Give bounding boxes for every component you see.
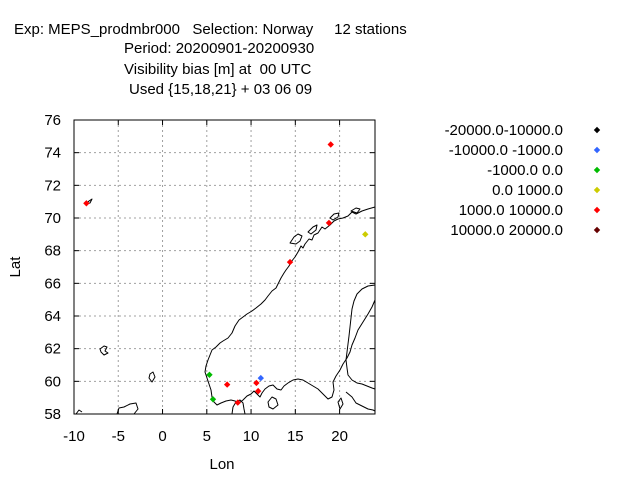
- data-point: [234, 399, 241, 406]
- data-point: [253, 379, 260, 387]
- x-tick-label: 5: [203, 428, 211, 445]
- coastline-map: [75, 198, 376, 415]
- y-tick-label: 64: [44, 308, 61, 325]
- y-tick-label: 72: [44, 177, 61, 194]
- x-tick-label: 15: [287, 428, 304, 445]
- chart-header-line-1: Exp: MEPS_prodmbr000 Selection: Norway 1…: [14, 21, 407, 38]
- legend-label: -20000.0-10000.0: [445, 122, 563, 139]
- scotland-west-coast: [75, 409, 83, 415]
- y-tick-label: 62: [44, 341, 61, 358]
- chart-header-line-2: Period: 20200901-20200930: [124, 40, 315, 57]
- legend-marker: [593, 226, 601, 234]
- data-point: [325, 219, 333, 227]
- chart-header-line-4: Used {15,18,21} + 03 06 09: [129, 81, 313, 98]
- legend-marker: [593, 186, 601, 194]
- senja-island: [307, 224, 318, 235]
- north-cape-islands: [350, 207, 361, 214]
- x-axis-label: Lon: [209, 456, 234, 473]
- baltic-coastline: [345, 284, 376, 390]
- data-points: [83, 141, 369, 406]
- y-tick-label: 76: [44, 112, 61, 129]
- y-tick-label: 58: [44, 406, 61, 423]
- plot-frame: [73, 119, 376, 415]
- data-point: [209, 396, 217, 403]
- danish-islands: [267, 396, 279, 410]
- denmark-coastline: [231, 399, 246, 415]
- legend-marker: [593, 146, 601, 154]
- data-point: [257, 374, 264, 382]
- legend-marker: [593, 206, 601, 214]
- legend: -20000.0-10000.0 -10000.0 -1000.0 -1000.0 …: [445, 122, 601, 239]
- legend-label: -10000.0 -1000.0: [449, 142, 563, 159]
- data-point: [206, 371, 213, 378]
- legend-label: -1000.0 0.0: [487, 162, 563, 179]
- x-tick-label: -5: [112, 428, 125, 445]
- y-axis-label: Lat: [7, 256, 24, 278]
- legend-label: 0.0 1000.0: [492, 182, 563, 199]
- legend-marker: [593, 166, 601, 174]
- gotland-island: [337, 397, 344, 410]
- data-point: [362, 231, 369, 238]
- grid-lines: [74, 120, 375, 414]
- x-tick-label: -10: [63, 428, 85, 445]
- y-tick-label: 74: [44, 145, 61, 162]
- axes: -10 -5 0 5 10 15 20 58 60 62 64 66 68 70 72 74 76: [44, 112, 375, 445]
- data-point: [254, 387, 262, 395]
- legend-label: 1000.0 10000.0: [459, 202, 563, 219]
- data-point: [327, 141, 334, 148]
- data-point: [83, 200, 90, 207]
- x-tick-label: 0: [158, 428, 166, 445]
- faroe-islands: [99, 345, 109, 356]
- y-tick-label: 60: [44, 373, 61, 390]
- lofoten-islands: [289, 233, 303, 245]
- baltic-south-coastline: [345, 391, 376, 412]
- shetland-islands: [148, 371, 156, 383]
- scandinavia-coastline: [204, 206, 376, 406]
- y-tick-label: 66: [44, 275, 61, 292]
- legend-marker: [593, 126, 601, 134]
- legend-label: 10000.0 20000.0: [450, 222, 563, 239]
- data-point: [286, 258, 294, 266]
- scotland-north-coast: [116, 402, 139, 415]
- x-tick-label: 10: [243, 428, 260, 445]
- chart-header-line-3: Visibility bias [m] at 00 UTC: [124, 61, 312, 78]
- y-tick-label: 68: [44, 243, 61, 260]
- data-point: [223, 381, 231, 388]
- y-tick-label: 70: [44, 210, 61, 227]
- finnmark-islands: [329, 212, 340, 221]
- x-tick-label: 20: [331, 428, 348, 445]
